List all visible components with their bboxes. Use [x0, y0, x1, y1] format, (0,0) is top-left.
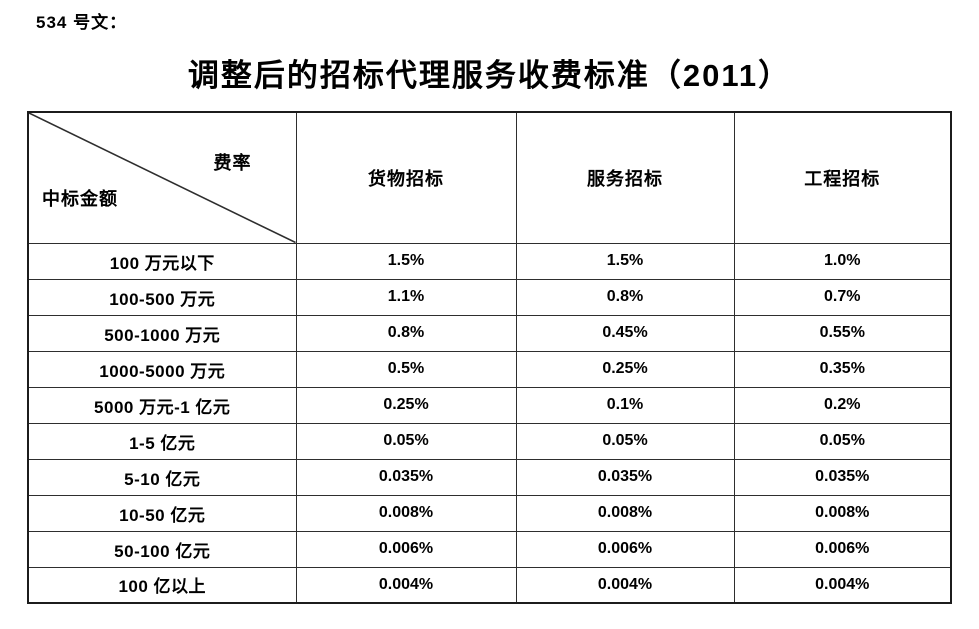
fee-value-cell: 0.008% [515, 494, 735, 532]
fee-value-cell: 0.05% [295, 422, 517, 460]
fee-value-cell: 1.1% [295, 278, 517, 316]
row-label: 50-100 亿元 [27, 530, 297, 568]
fee-value-cell: 0.5% [295, 350, 517, 388]
fee-value-cell: 0.35% [733, 350, 952, 388]
fee-value-cell: 0.035% [515, 458, 735, 496]
column-header-goods: 货物招标 [295, 111, 517, 244]
fee-value-cell: 0.006% [515, 530, 735, 568]
fee-value-cell: 0.008% [295, 494, 517, 532]
table-row: 100-500 万元 1.1% 0.8% 0.7% [27, 278, 952, 316]
fee-value-cell: 0.006% [295, 530, 517, 568]
fee-value-cell: 0.004% [733, 566, 952, 604]
doc-ref-label: 534 号文： [36, 13, 128, 32]
fee-value-cell: 0.25% [295, 386, 517, 424]
table-header-row: 费率 中标金额 货物招标 服务招标 工程招标 [27, 111, 952, 244]
table-row: 50-100 亿元 0.006% 0.006% 0.006% [27, 530, 952, 568]
fee-value-cell: 0.035% [733, 458, 952, 496]
row-label: 500-1000 万元 [27, 314, 297, 352]
fee-value-cell: 0.8% [515, 278, 735, 316]
fee-value-cell: 0.004% [515, 566, 735, 604]
diagonal-divider-line [29, 113, 296, 243]
row-label: 5000 万元-1 亿元 [27, 386, 297, 424]
table-row: 1000-5000 万元 0.5% 0.25% 0.35% [27, 350, 952, 388]
table-row: 500-1000 万元 0.8% 0.45% 0.55% [27, 314, 952, 352]
corner-label-amount: 中标金额 [42, 188, 118, 209]
table-row: 100 万元以下 1.5% 1.5% 1.0% [27, 242, 952, 280]
fee-value-cell: 0.006% [733, 530, 952, 568]
fee-value-cell: 0.45% [515, 314, 735, 352]
table-row: 10-50 亿元 0.008% 0.008% 0.008% [27, 494, 952, 532]
fee-schedule-table: 费率 中标金额 货物招标 服务招标 工程招标 100 万元以下 1.5% 1.5… [27, 111, 952, 604]
fee-value-cell: 0.25% [515, 350, 735, 388]
column-header-services: 服务招标 [515, 111, 735, 244]
row-label: 10-50 亿元 [27, 494, 297, 532]
row-label: 100 亿以上 [27, 566, 297, 604]
fee-value-cell: 0.05% [733, 422, 952, 460]
corner-header-cell: 费率 中标金额 [27, 111, 297, 244]
row-label: 100-500 万元 [27, 278, 297, 316]
table-row: 100 亿以上 0.004% 0.004% 0.004% [27, 566, 952, 604]
corner-label-rate: 费率 [213, 153, 252, 173]
table-row: 1-5 亿元 0.05% 0.05% 0.05% [27, 422, 952, 460]
fee-value-cell: 1.0% [733, 242, 952, 280]
fee-value-cell: 0.05% [515, 422, 735, 460]
fee-value-cell: 0.7% [733, 278, 952, 316]
page-title: 调整后的招标代理服务收费标准（2011） [187, 58, 792, 93]
fee-value-cell: 0.1% [515, 386, 735, 424]
fee-value-cell: 0.55% [733, 314, 952, 352]
fee-value-cell: 0.8% [295, 314, 517, 352]
fee-value-cell: 0.008% [733, 494, 952, 532]
row-label: 1000-5000 万元 [27, 350, 297, 388]
fee-value-cell: 1.5% [515, 242, 735, 280]
row-label: 100 万元以下 [27, 242, 297, 280]
table-row: 5000 万元-1 亿元 0.25% 0.1% 0.2% [27, 386, 952, 424]
fee-value-cell: 1.5% [295, 242, 517, 280]
row-label: 5-10 亿元 [27, 458, 297, 496]
table-row: 5-10 亿元 0.035% 0.035% 0.035% [27, 458, 952, 496]
fee-value-cell: 0.004% [295, 566, 517, 604]
fee-value-cell: 0.035% [295, 458, 517, 496]
fee-value-cell: 0.2% [733, 386, 952, 424]
row-label: 1-5 亿元 [27, 422, 297, 460]
column-header-engineering: 工程招标 [733, 111, 952, 244]
